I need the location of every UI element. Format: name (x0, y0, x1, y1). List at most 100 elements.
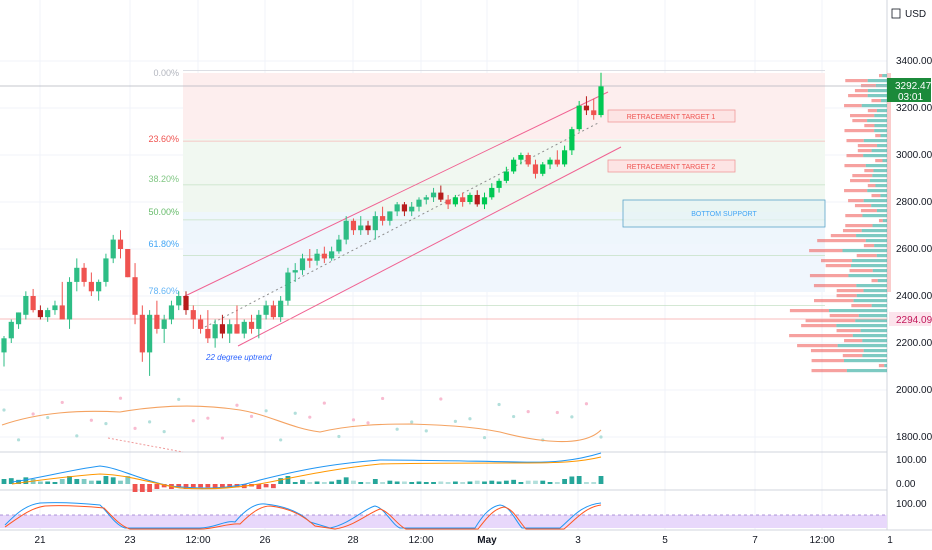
fib-label-5: 78.60% (148, 286, 179, 296)
volume-profile-bar-down (844, 129, 875, 133)
channel-mid-line[interactable] (204, 121, 601, 328)
currency-settings-icon[interactable] (891, 8, 901, 19)
sar-dot (60, 400, 64, 405)
channel-upper-line[interactable] (182, 91, 609, 298)
macd-bar (489, 480, 495, 484)
sar-dot (264, 409, 268, 413)
candle-body (248, 321, 255, 329)
bottom-support-box[interactable] (622, 199, 826, 228)
fib-band-4 (183, 244, 825, 292)
candle-body (365, 225, 371, 231)
candle-body (336, 239, 342, 252)
candle (248, 314, 255, 334)
candle-body (409, 206, 415, 212)
candle (110, 234, 116, 264)
candle (212, 319, 218, 348)
volume-profile-bar-down (844, 189, 868, 193)
candle-body (423, 197, 429, 200)
candle (329, 246, 335, 261)
candle (256, 310, 262, 339)
stoch-band (0, 515, 887, 528)
trend-channel[interactable] (182, 91, 622, 347)
volume-profile-bar-up (876, 254, 887, 258)
fib-label-3: 50.00% (148, 207, 179, 217)
volume-profile-bar-down (871, 279, 878, 283)
candle (37, 305, 44, 320)
time-axis[interactable]: 21 23 12:00 26 28 12:00 May 3 5 7 12:00 … (34, 535, 893, 546)
sar-dot (395, 427, 399, 431)
fib-retracement[interactable]: 0.00% 23.60% 38.20% 50.00% 61.80% 78.60% (148, 68, 825, 307)
volume-profile-bar-down (817, 239, 866, 243)
candle (1, 335, 7, 367)
volume-profile-bar-up (882, 219, 887, 223)
macd-bar (227, 484, 233, 488)
sar-dot (512, 414, 516, 419)
candle (205, 310, 211, 343)
sar-dot (104, 422, 108, 426)
macd-bar (125, 476, 131, 484)
candle (438, 185, 444, 202)
volume-profile-bar-down (844, 339, 863, 343)
retracement-target-2-box[interactable] (607, 159, 736, 173)
volume-profile-bar-up (865, 239, 887, 243)
volume-profile-bar-down (789, 334, 853, 338)
volume-profile-bar-up (877, 279, 887, 283)
candle-body (96, 281, 102, 292)
sar-dot (497, 402, 501, 407)
candle (591, 98, 597, 120)
candle-body (438, 192, 444, 200)
price-tick: 1800.00 (896, 432, 932, 443)
sar-dot (75, 434, 79, 438)
volume-profile-bar-up (872, 224, 887, 228)
candle-body (379, 216, 386, 221)
macd-bar (431, 482, 436, 484)
price-axis[interactable]: USD 3400.00 3200.00 3000.00 2800.00 2600… (887, 8, 932, 510)
sar-dot (191, 419, 195, 423)
volume-profile-bar-down (848, 94, 868, 98)
volume-profile-bar-down (789, 309, 829, 313)
candle (511, 157, 517, 174)
candle-body (117, 239, 124, 249)
trend-dotted-line (107, 437, 184, 453)
retracement-target-1-box[interactable] (607, 109, 736, 123)
candle (292, 263, 298, 282)
fib-label-0: 0.00% (153, 68, 179, 78)
volume-profile-bar-up (873, 169, 887, 173)
macd-bar (38, 481, 43, 484)
macd-bar (198, 484, 203, 488)
macd-bar (576, 476, 582, 484)
candle-body (30, 296, 36, 311)
macd-bar (59, 479, 65, 484)
candle-body (358, 225, 364, 231)
candle (452, 194, 458, 207)
candle-body (168, 305, 175, 320)
candle (227, 319, 233, 343)
macd-bar (16, 479, 21, 484)
volume-profile-bar-down (852, 174, 873, 178)
candle (540, 162, 546, 177)
sar-dot (584, 402, 589, 406)
candle (314, 249, 320, 266)
signal-line (11, 456, 602, 490)
macd-bar (423, 482, 429, 484)
candle-body (270, 305, 276, 318)
macd-bar (482, 481, 487, 484)
macd-bar (88, 480, 94, 484)
channel-lower-line[interactable] (237, 146, 622, 347)
candle-body (583, 105, 590, 111)
candle-body (292, 270, 298, 273)
volume-profile-bar-up (875, 184, 887, 188)
volume-profile-bar-up (874, 244, 887, 248)
candle-body (416, 199, 422, 207)
volume-profile-bar-up (853, 299, 887, 303)
time-tick: 12:00 (408, 535, 433, 546)
candle-countdown: 03:01 (898, 92, 923, 103)
volume-profile-bar-down (849, 269, 873, 273)
candle (547, 157, 553, 170)
macd-bar (270, 484, 276, 489)
macd-bar (292, 482, 298, 484)
candle (554, 150, 560, 167)
volume-profile-bar-up (856, 284, 887, 288)
candle (132, 263, 138, 325)
